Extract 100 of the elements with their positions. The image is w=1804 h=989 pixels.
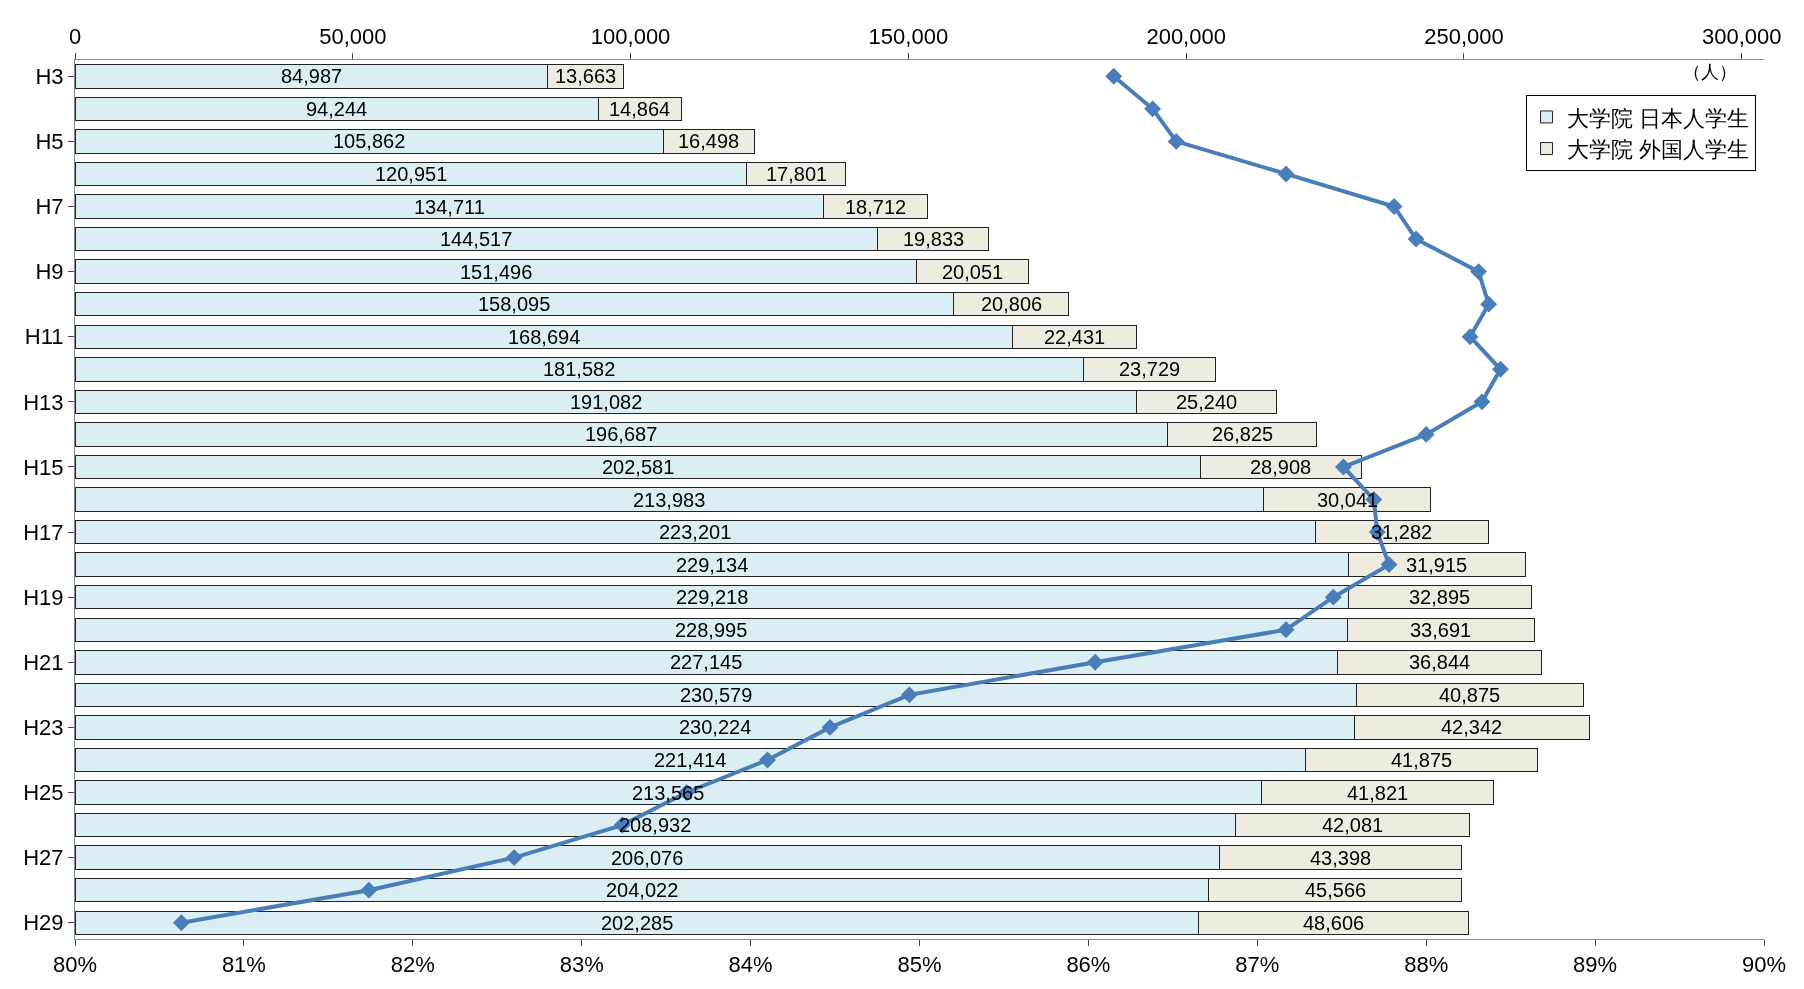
y-tick-label: H7 (35, 194, 64, 220)
x2-tick-label: 82% (390, 952, 435, 978)
data-label: 36,844 (1409, 651, 1471, 673)
point (505, 849, 523, 867)
data-label: 31,915 (1406, 554, 1468, 576)
data-label: 158,095 (478, 293, 551, 315)
data-label: 105,862 (333, 130, 406, 152)
data-label: 228,995 (675, 619, 748, 641)
point (1480, 295, 1498, 313)
y-tick-label: H23 (23, 715, 64, 741)
y-tick-label: H21 (23, 649, 64, 675)
data-label: 20,806 (981, 293, 1043, 315)
x-tick-label: 300,000 (1702, 24, 1782, 50)
y-tick-label: H5 (35, 129, 64, 155)
data-label: 94,244 (306, 98, 368, 120)
data-label: 41,875 (1391, 749, 1453, 771)
y-tick-label: H19 (23, 584, 64, 610)
y-tick-label: H15 (23, 454, 64, 480)
data-label: 144,517 (440, 228, 513, 250)
data-label: 25,240 (1176, 391, 1238, 413)
data-label: 20,051 (942, 261, 1004, 283)
data-label: 40,875 (1439, 684, 1501, 706)
point (1461, 328, 1479, 346)
point (821, 718, 839, 736)
data-label: 202,285 (601, 912, 674, 934)
data-label: 204,022 (606, 879, 679, 901)
data-label: 42,342 (1441, 716, 1503, 738)
data-label: 120,951 (375, 163, 448, 185)
x2-tick-label: 87% (1235, 952, 1280, 978)
point (900, 686, 918, 704)
data-label: 227,145 (670, 651, 743, 673)
y-tick-label: H25 (23, 780, 64, 806)
point (360, 881, 378, 899)
data-label: 33,691 (1410, 619, 1472, 641)
x-tick-label: 150,000 (868, 24, 949, 50)
x-tick-label: 50,000 (319, 24, 387, 50)
x2-tick-label: 84% (728, 952, 773, 978)
point (1277, 621, 1295, 639)
data-label: 16,498 (678, 130, 740, 152)
data-label: 181,582 (543, 358, 616, 380)
y-tick-label: H13 (23, 389, 64, 415)
x2-tick-label: 81% (221, 952, 266, 978)
data-label: 206,076 (611, 847, 684, 869)
data-label: 229,218 (676, 586, 749, 608)
data-label: 41,821 (1347, 782, 1409, 804)
point (759, 751, 776, 769)
data-label: 23,729 (1119, 358, 1181, 380)
x2-tick-label: 80% (52, 952, 98, 978)
point (1380, 556, 1398, 574)
point (1334, 458, 1352, 476)
data-label: 151,496 (460, 261, 533, 283)
point (1105, 67, 1123, 85)
x2-tick-label: 86% (1066, 952, 1111, 978)
data-label: 48,606 (1303, 912, 1365, 934)
data-label: 191,082 (570, 391, 643, 413)
y-tick-label: H9 (35, 259, 64, 285)
point (1385, 198, 1403, 215)
data-label: 134,711 (414, 196, 485, 218)
data-label: 202,581 (602, 456, 675, 478)
data-label: 19,833 (903, 228, 965, 250)
point (1324, 588, 1342, 606)
data-label: 230,224 (679, 716, 752, 738)
point (1492, 360, 1509, 378)
point (1144, 100, 1162, 118)
point (172, 914, 190, 932)
data-label: 42,081 (1322, 814, 1384, 836)
point (1086, 653, 1104, 671)
data-label: 43,398 (1310, 847, 1372, 869)
y-tick-label: H17 (23, 519, 64, 545)
x2-tick-label: 83% (559, 952, 604, 978)
data-label: 229,134 (676, 554, 749, 576)
x2-tick-label: 88% (1404, 952, 1449, 978)
data-label: 168,694 (508, 326, 581, 348)
legend-label: 大学院 日本人学生 (1566, 105, 1749, 131)
data-label: 196,687 (585, 423, 658, 445)
point (1407, 230, 1425, 248)
x-tick-label: 250,000 (1424, 24, 1504, 50)
data-label: 230,579 (680, 684, 753, 706)
x-tick-label: 0 (68, 24, 82, 50)
point (1167, 132, 1185, 150)
point (1470, 263, 1488, 281)
data-label: 32,895 (1409, 586, 1471, 608)
y-tick-label: H11 (24, 324, 64, 350)
annotation: （人） (1683, 62, 1737, 82)
y-tick-label: H3 (35, 63, 64, 89)
point (1417, 425, 1435, 443)
data-label: 221,414 (654, 749, 727, 771)
point (1473, 393, 1491, 411)
point (1277, 165, 1295, 183)
data-label: 84,987 (281, 65, 343, 87)
x2-tick-label: 90% (1741, 952, 1787, 978)
data-label: 26,825 (1212, 423, 1274, 445)
data-label: 14,864 (609, 98, 671, 120)
data-label: 17,801 (766, 163, 828, 185)
x-tick-label: 100,000 (590, 24, 671, 50)
data-label: 18,712 (845, 196, 907, 218)
y-tick-label: H27 (23, 845, 64, 871)
data-label: 223,201 (659, 521, 732, 543)
x2-tick-label: 89% (1573, 952, 1618, 978)
y-tick-label: H29 (23, 910, 64, 936)
